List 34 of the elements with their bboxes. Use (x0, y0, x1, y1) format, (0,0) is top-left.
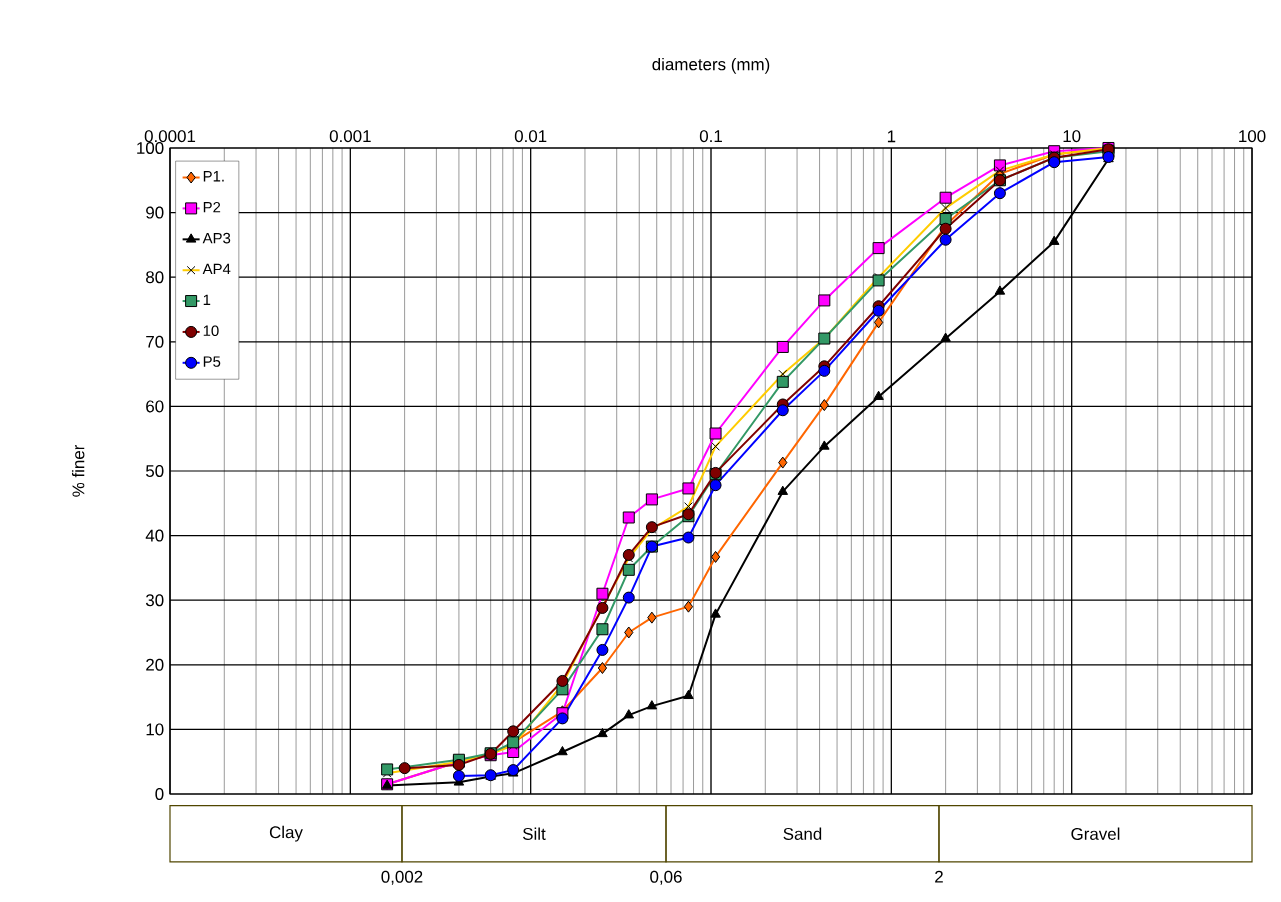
y-tick-label: 100 (137, 141, 164, 154)
y-tick-label: 70 (146, 335, 164, 348)
y-tick-label: 80 (146, 271, 164, 284)
y-tick-label: 0 (155, 787, 164, 800)
legend-label: P5 (203, 356, 221, 367)
x-tick-label: 100 (1239, 130, 1266, 143)
legend-label: AP3 (202, 232, 231, 244)
y-tick-label: 60 (146, 400, 164, 413)
y-axis-title: % finer (71, 444, 85, 497)
x-tick-label: 0.0001 (144, 130, 196, 143)
legend-label: P1. (203, 171, 224, 182)
text: Sand (783, 827, 822, 840)
y-tick-label: 10 (146, 723, 164, 736)
text: Silt (522, 827, 546, 840)
legend-label: 1 (203, 294, 211, 305)
y-tick-label: 50 (145, 464, 164, 477)
x-tick-label: 0.01 (514, 130, 547, 143)
x-tick-label: 1 (887, 130, 896, 143)
legend-label: AP4 (202, 263, 231, 275)
x-axis-title: diameters (mm) (652, 57, 770, 74)
y-tick-label: 30 (145, 594, 164, 607)
text: 0,06 (650, 870, 682, 885)
legend-label: 10 (203, 325, 219, 337)
x-tick-label: 0.001 (329, 130, 371, 143)
x-tick-label: 10 (1063, 130, 1081, 143)
y-tick-label: 90 (146, 206, 164, 219)
text: 0,002 (381, 870, 423, 885)
x-tick-label: 0.1 (699, 130, 722, 143)
legend-label: P2 (203, 201, 221, 213)
text: 2 (935, 870, 943, 883)
y-tick-label: 20 (146, 658, 164, 671)
y-tick-label: 40 (145, 529, 164, 542)
text: Clay (269, 825, 303, 842)
text: Gravel (1071, 827, 1120, 840)
